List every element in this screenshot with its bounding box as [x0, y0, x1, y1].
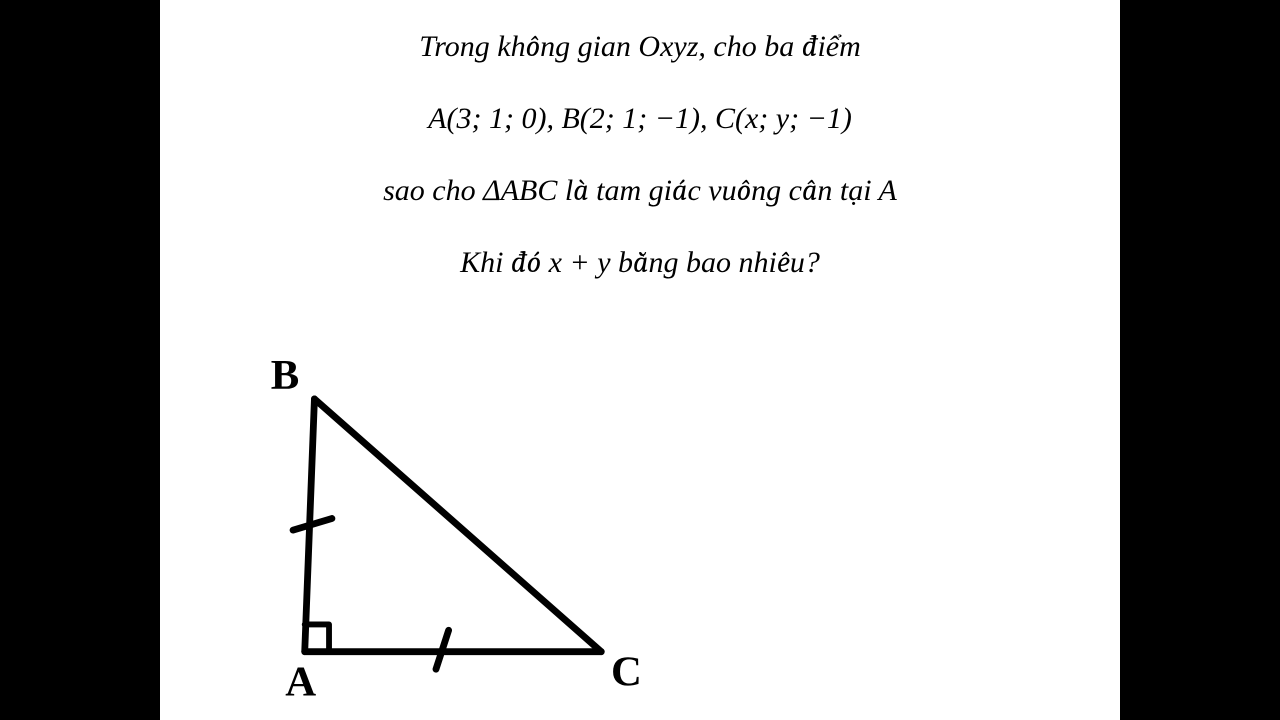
triangle-svg: B A C: [210, 360, 730, 710]
problem-statement: Trong không gian Oxyz, cho ba điểm A(3; …: [190, 20, 1090, 290]
problem-line-4: Khi đó x + y bằng bao nhiêu?: [190, 236, 1090, 290]
sidebar-left: [0, 0, 160, 720]
problem-line-3: sao cho ΔABC là tam giác vuông cân tại A: [190, 164, 1090, 218]
triangle-diagram: B A C: [210, 360, 730, 710]
vertex-label-b: B: [271, 360, 300, 399]
problem-line-2: A(3; 1; 0), B(2; 1; −1), C(x; y; −1): [190, 92, 1090, 146]
vertex-label-a: A: [285, 658, 316, 705]
problem-line-1: Trong không gian Oxyz, cho ba điểm: [190, 20, 1090, 74]
sidebar-right: [1120, 0, 1280, 720]
vertex-label-c: C: [611, 649, 642, 696]
content-area: Trong không gian Oxyz, cho ba điểm A(3; …: [160, 0, 1120, 720]
